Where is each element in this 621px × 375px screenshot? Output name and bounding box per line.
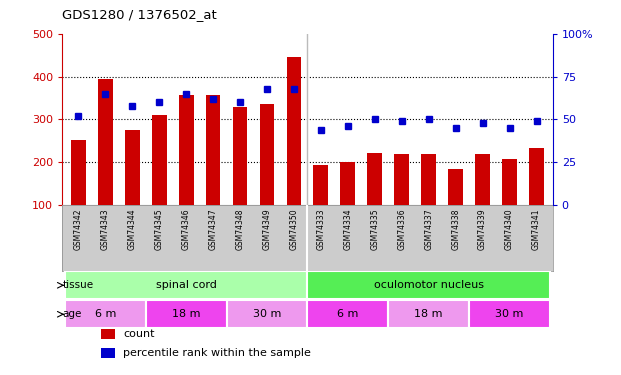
Bar <box>475 154 490 205</box>
Bar <box>98 79 112 205</box>
Text: 6 m: 6 m <box>94 309 116 319</box>
Text: percentile rank within the sample: percentile rank within the sample <box>124 348 311 358</box>
Bar <box>314 165 329 205</box>
Bar <box>307 300 388 328</box>
Bar <box>65 272 307 299</box>
Text: 18 m: 18 m <box>414 309 443 319</box>
Text: GSM74334: GSM74334 <box>343 208 352 250</box>
Text: 18 m: 18 m <box>172 309 201 319</box>
Bar <box>286 57 301 205</box>
Text: oculomotor nucleus: oculomotor nucleus <box>374 280 484 290</box>
Text: GSM74338: GSM74338 <box>451 208 460 250</box>
Bar <box>146 300 227 328</box>
Bar <box>101 348 115 358</box>
Bar <box>307 272 550 299</box>
Text: count: count <box>124 329 155 339</box>
Bar <box>340 162 355 205</box>
Bar <box>388 300 469 328</box>
Text: GSM74340: GSM74340 <box>505 208 514 250</box>
Text: GSM74337: GSM74337 <box>424 208 433 250</box>
Text: spinal cord: spinal cord <box>156 280 217 290</box>
Text: GSM74346: GSM74346 <box>181 208 191 250</box>
Bar <box>227 300 307 328</box>
Text: age: age <box>62 309 82 319</box>
Bar <box>469 300 550 328</box>
Bar <box>529 148 544 205</box>
Bar <box>206 94 220 205</box>
Text: GSM74341: GSM74341 <box>532 208 541 250</box>
Bar <box>125 130 140 205</box>
Text: GDS1280 / 1376502_at: GDS1280 / 1376502_at <box>62 8 217 21</box>
Text: GSM74345: GSM74345 <box>155 208 164 250</box>
Text: GSM74344: GSM74344 <box>128 208 137 250</box>
Bar <box>260 104 274 205</box>
Text: GSM74349: GSM74349 <box>263 208 271 250</box>
Text: 30 m: 30 m <box>253 309 281 319</box>
Text: GSM74339: GSM74339 <box>478 208 487 250</box>
Bar <box>421 154 436 205</box>
Text: GSM74350: GSM74350 <box>289 208 299 250</box>
Text: 30 m: 30 m <box>496 309 524 319</box>
Text: GSM74347: GSM74347 <box>209 208 217 250</box>
Bar <box>71 140 86 205</box>
Text: tissue: tissue <box>62 280 94 290</box>
Text: GSM74343: GSM74343 <box>101 208 110 250</box>
Bar <box>65 300 146 328</box>
Bar <box>152 115 166 205</box>
Bar <box>502 159 517 205</box>
Bar <box>394 154 409 205</box>
Text: GSM74336: GSM74336 <box>397 208 406 250</box>
Text: GSM74342: GSM74342 <box>74 208 83 250</box>
Text: GSM74333: GSM74333 <box>316 208 325 250</box>
Bar <box>179 94 194 205</box>
Bar <box>233 106 247 205</box>
Bar <box>368 153 382 205</box>
Text: 6 m: 6 m <box>337 309 358 319</box>
Text: GSM74348: GSM74348 <box>235 208 245 250</box>
Bar <box>448 169 463 205</box>
Text: GSM74335: GSM74335 <box>370 208 379 250</box>
Bar <box>101 329 115 339</box>
